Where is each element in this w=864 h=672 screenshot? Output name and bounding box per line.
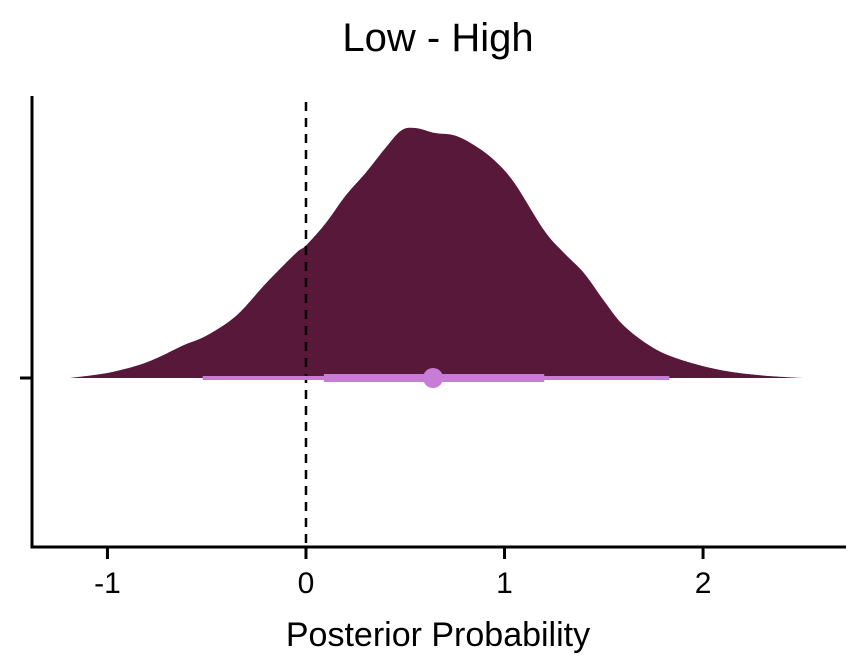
x-tick-label: 2 [695, 567, 712, 600]
point-estimate [423, 368, 444, 388]
density-area [69, 127, 803, 378]
x-tick-label: -1 [94, 567, 121, 600]
x-axis-ticks: -1 0 1 2 [94, 547, 711, 600]
chart-title: Low - High [342, 16, 533, 60]
x-tick-label: 1 [496, 567, 513, 600]
x-axis-label: Posterior Probability [286, 616, 590, 654]
x-tick-label: 0 [298, 567, 315, 600]
